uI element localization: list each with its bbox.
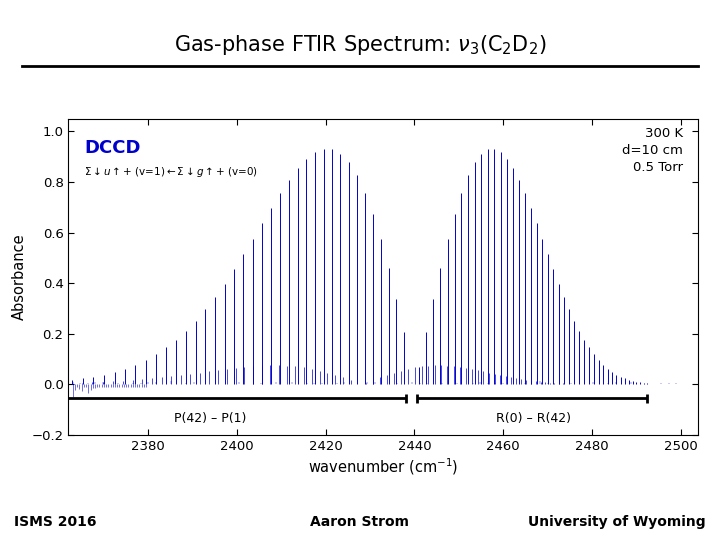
Text: Gas-phase FTIR Spectrum: $\nu_3$(C$_2$D$_2$): Gas-phase FTIR Spectrum: $\nu_3$(C$_2$D$… [174, 33, 546, 57]
Y-axis label: Absorbance: Absorbance [12, 233, 27, 320]
Text: University of Wyoming: University of Wyoming [528, 516, 706, 529]
Text: ISMS 2016: ISMS 2016 [14, 516, 97, 529]
X-axis label: wavenumber (cm$^{-1}$): wavenumber (cm$^{-1}$) [308, 457, 459, 477]
Text: R(0) – R(42): R(0) – R(42) [495, 412, 570, 425]
Text: 300 K
d=10 cm
0.5 Torr: 300 K d=10 cm 0.5 Torr [622, 127, 683, 174]
Text: $\Sigma\downarrow u\uparrow$+ (v=1)$\leftarrow\Sigma\downarrow g\uparrow$+ (v=0): $\Sigma\downarrow u\uparrow$+ (v=1)$\lef… [84, 165, 258, 179]
Text: P(42) – P(1): P(42) – P(1) [174, 412, 246, 425]
Text: DCCD: DCCD [84, 139, 140, 157]
Text: Aaron Strom: Aaron Strom [310, 516, 410, 529]
